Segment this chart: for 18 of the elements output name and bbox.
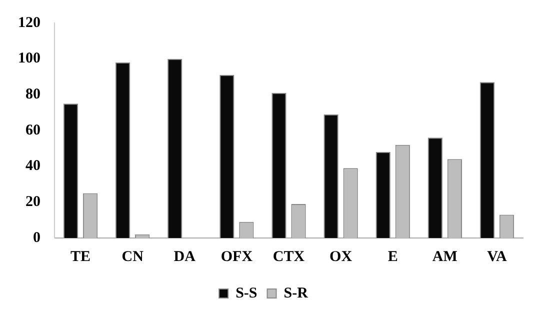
x-tick-label: E: [388, 248, 398, 265]
y-tick-label: 80: [26, 86, 40, 103]
legend-label: S-R: [284, 285, 308, 302]
x-tick-label: TE: [70, 248, 91, 265]
x-tick-label: OX: [330, 248, 352, 265]
x-tick-label: OFX: [220, 248, 253, 265]
x-tick-label: VA: [487, 248, 508, 265]
x-tick-label: DA: [174, 248, 196, 265]
x-tick-label: CN: [122, 248, 144, 265]
x-tick-label: CTX: [272, 248, 305, 265]
y-tick-label: 40: [26, 158, 40, 174]
y-tick-label: 0: [33, 230, 40, 246]
y-tick-label: 20: [26, 194, 40, 210]
y-tick-label: 120: [18, 14, 40, 31]
y-tick-label: 100: [18, 50, 40, 67]
y-tick-label: 60: [26, 122, 40, 138]
legend-label: S-S: [236, 285, 258, 302]
x-tick-label: AM: [432, 248, 458, 265]
